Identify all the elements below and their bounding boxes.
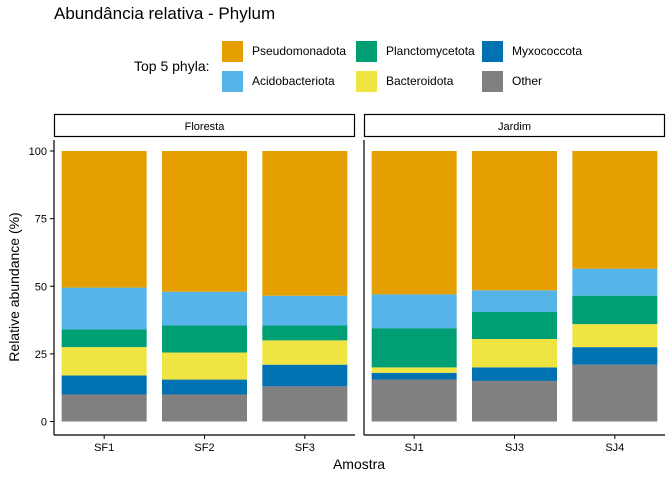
bar-segment: [371, 151, 457, 295]
legend-label: Other: [512, 74, 543, 88]
legend-key: [356, 70, 377, 92]
bar-segment: [572, 364, 658, 422]
bar-segment: [162, 325, 247, 353]
legend-label: Myxococcota: [512, 44, 583, 58]
bar-segment: [162, 151, 247, 292]
x-axis-title: Amostra: [333, 456, 385, 472]
bar-segment: [371, 379, 457, 422]
bar-segment: [472, 290, 557, 312]
bar-segment: [572, 347, 658, 365]
x-tick-label: SJ3: [505, 442, 524, 454]
bar-segment: [61, 347, 147, 376]
bar-segment: [61, 394, 147, 422]
y-tick-label: 0: [41, 417, 47, 429]
bar-segment: [262, 295, 348, 326]
facet-strip: [53, 113, 356, 138]
chart-title: Abundância relativa - Phylum: [54, 4, 276, 23]
bar-segment: [371, 367, 457, 373]
bar-segment: [61, 151, 147, 288]
legend-key: [482, 40, 503, 62]
bar-segment: [262, 364, 348, 387]
legend-item: Bacteroidota: [356, 69, 453, 93]
bar-segment: [162, 291, 247, 326]
bar-segment: [371, 328, 457, 368]
legend-key: [482, 70, 503, 92]
bar-segment: [472, 338, 557, 368]
bar-segment: [262, 325, 348, 341]
bar-segment: [262, 151, 348, 296]
bar-segment: [572, 324, 658, 348]
bar-segment: [572, 268, 658, 296]
legend-label: Planctomycetota: [386, 44, 475, 58]
bar-segment: [162, 352, 247, 380]
legend-item: Acidobacteriota: [222, 69, 335, 93]
bar-segment: [472, 367, 557, 381]
bar-segment: [572, 295, 658, 325]
legend-item: Other: [482, 69, 542, 93]
y-tick-label: 25: [35, 349, 47, 361]
bar-segment: [371, 372, 457, 380]
legend-key: [222, 70, 243, 92]
y-tick-label: 75: [35, 214, 47, 226]
facet-strip: [363, 113, 666, 138]
legend-key: [222, 40, 243, 62]
bar-segment: [162, 379, 247, 395]
y-tick-label: 100: [29, 146, 47, 158]
bar-segment: [262, 340, 348, 365]
facet-label: Floresta: [185, 121, 226, 133]
x-tick-label: SF2: [194, 442, 214, 454]
legend-key: [356, 40, 377, 62]
x-tick-label: SF3: [295, 442, 315, 454]
legend-label: Bacteroidota: [386, 74, 454, 88]
x-tick-label: SF1: [94, 442, 114, 454]
y-axis-title: Relative abundance (%): [6, 212, 22, 361]
legend-title: Top 5 phyla:: [134, 58, 210, 74]
bar-segment: [262, 386, 348, 422]
bar-segment: [61, 329, 147, 348]
legend-label: Pseudomonadota: [252, 44, 347, 58]
x-tick-label: SJ1: [405, 442, 424, 454]
legend-item: Myxococcota: [482, 39, 582, 63]
bar-segment: [472, 311, 557, 339]
bar-segment: [61, 375, 147, 395]
bar-segment: [61, 287, 147, 330]
x-tick-label: SJ4: [605, 442, 624, 454]
bar-segment: [162, 394, 247, 422]
bar-segment: [572, 151, 658, 269]
bar-segment: [371, 294, 457, 329]
legend-label: Acidobacteriota: [252, 74, 335, 88]
y-tick-label: 50: [35, 281, 47, 293]
legend-item: Planctomycetota: [356, 39, 475, 63]
facet-label: Jardim: [498, 121, 531, 133]
bar-segment: [472, 151, 557, 291]
bar-segment: [472, 380, 557, 422]
legend-item: Pseudomonadota: [222, 39, 346, 63]
